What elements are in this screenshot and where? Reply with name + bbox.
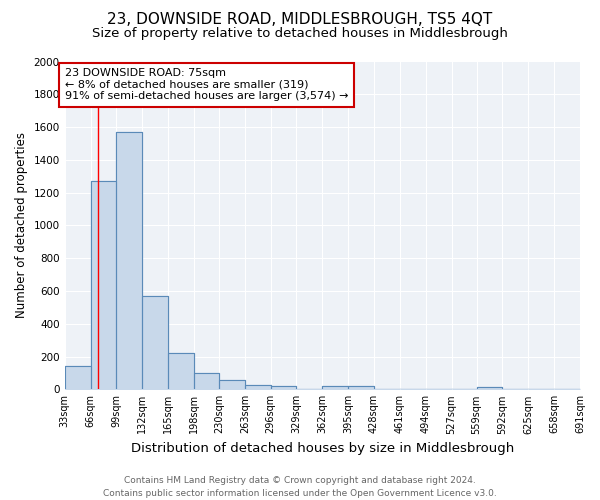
Text: 23 DOWNSIDE ROAD: 75sqm
← 8% of detached houses are smaller (319)
91% of semi-de: 23 DOWNSIDE ROAD: 75sqm ← 8% of detached… bbox=[65, 68, 348, 102]
Y-axis label: Number of detached properties: Number of detached properties bbox=[15, 132, 28, 318]
Text: 23, DOWNSIDE ROAD, MIDDLESBROUGH, TS5 4QT: 23, DOWNSIDE ROAD, MIDDLESBROUGH, TS5 4Q… bbox=[107, 12, 493, 28]
X-axis label: Distribution of detached houses by size in Middlesbrough: Distribution of detached houses by size … bbox=[131, 442, 514, 455]
Text: Size of property relative to detached houses in Middlesbrough: Size of property relative to detached ho… bbox=[92, 28, 508, 40]
Text: Contains HM Land Registry data © Crown copyright and database right 2024.
Contai: Contains HM Land Registry data © Crown c… bbox=[103, 476, 497, 498]
